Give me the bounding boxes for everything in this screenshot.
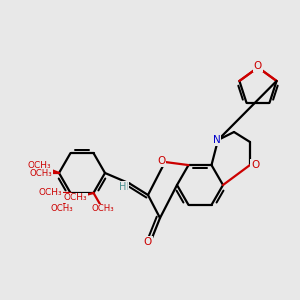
Text: O: O: [157, 156, 165, 166]
Text: O: O: [144, 237, 152, 247]
Text: H: H: [121, 182, 128, 191]
Text: N: N: [213, 135, 221, 145]
Text: H: H: [119, 182, 126, 191]
Text: OCH₃: OCH₃: [39, 188, 62, 197]
Text: O: O: [251, 160, 259, 170]
Text: O: O: [254, 61, 262, 71]
Text: OCH₃: OCH₃: [91, 204, 114, 213]
Text: OCH₃: OCH₃: [30, 169, 52, 178]
Text: OCH₃: OCH₃: [64, 194, 87, 202]
Text: OCH₃: OCH₃: [50, 204, 73, 213]
Text: OCH₃: OCH₃: [27, 160, 51, 169]
